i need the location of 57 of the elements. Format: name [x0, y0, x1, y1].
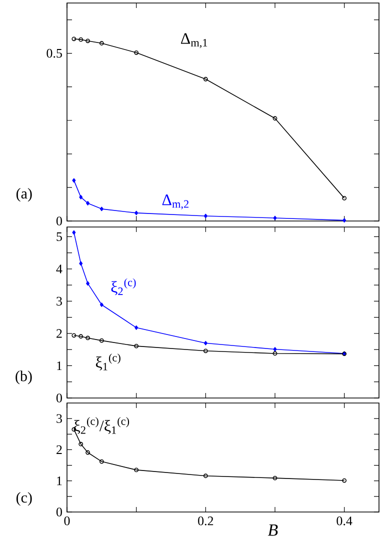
- point: [272, 476, 278, 480]
- y-tick-label: 3: [56, 414, 62, 423]
- x-axis-title: B: [268, 524, 278, 536]
- point: [342, 218, 346, 223]
- point: [86, 336, 90, 340]
- point: [99, 41, 104, 46]
- text: (a): [16, 188, 32, 202]
- point: [79, 194, 83, 200]
- y-tick-label: 0: [56, 216, 62, 226]
- point: [86, 281, 90, 286]
- point: [134, 344, 139, 348]
- series-label: ξ$_{2}$(c): [111, 278, 136, 296]
- y-tick-label: 0: [56, 508, 62, 516]
- point: [100, 302, 104, 307]
- point: [86, 450, 90, 455]
- x-tick-label: 0.2: [198, 516, 214, 526]
- y-tick-label: 3: [56, 296, 62, 306]
- point: [134, 468, 139, 472]
- point: [86, 201, 90, 206]
- series-label: Δ$_{m,2}$: [162, 194, 188, 210]
- point: [273, 347, 277, 352]
- series-label: Δ$_{m,1}$: [180, 33, 208, 48]
- text: (c): [16, 492, 32, 506]
- text: (b): [16, 370, 32, 384]
- point: [272, 116, 278, 121]
- point: [100, 206, 104, 212]
- y-tick-label: 2: [56, 329, 62, 338]
- legend-label: ξ$_{1}$(c): [96, 354, 120, 370]
- point: [86, 38, 90, 44]
- point: [79, 261, 83, 266]
- y-tick-label: 2: [56, 445, 62, 454]
- point: [134, 210, 138, 216]
- y-tick-label: 1: [57, 361, 62, 370]
- point: [78, 37, 84, 42]
- x-tick-label: 0.4: [336, 516, 352, 526]
- point: [204, 214, 208, 218]
- legend-label: ξ$_{2}$$^{(c)}$/ξ$_{1}$(c): [74, 417, 130, 434]
- point: [272, 351, 278, 356]
- x-tick-label: 0: [64, 516, 70, 526]
- point: [204, 340, 208, 346]
- y-tick-label: 5: [56, 232, 62, 241]
- y-tick-label: 4: [56, 264, 62, 274]
- point: [203, 474, 208, 478]
- point: [273, 216, 277, 220]
- point: [203, 348, 208, 354]
- point: [203, 76, 208, 82]
- point: [134, 325, 138, 330]
- y-tick-label: 0.5: [46, 48, 62, 58]
- y-tick-label: 1: [57, 476, 62, 486]
- point: [78, 334, 84, 339]
- y-tick-label: 0: [56, 394, 62, 402]
- point: [72, 230, 76, 235]
- point: [72, 178, 76, 183]
- point: [99, 338, 104, 343]
- point: [134, 50, 139, 55]
- point: [78, 442, 84, 446]
- point: [99, 459, 104, 464]
